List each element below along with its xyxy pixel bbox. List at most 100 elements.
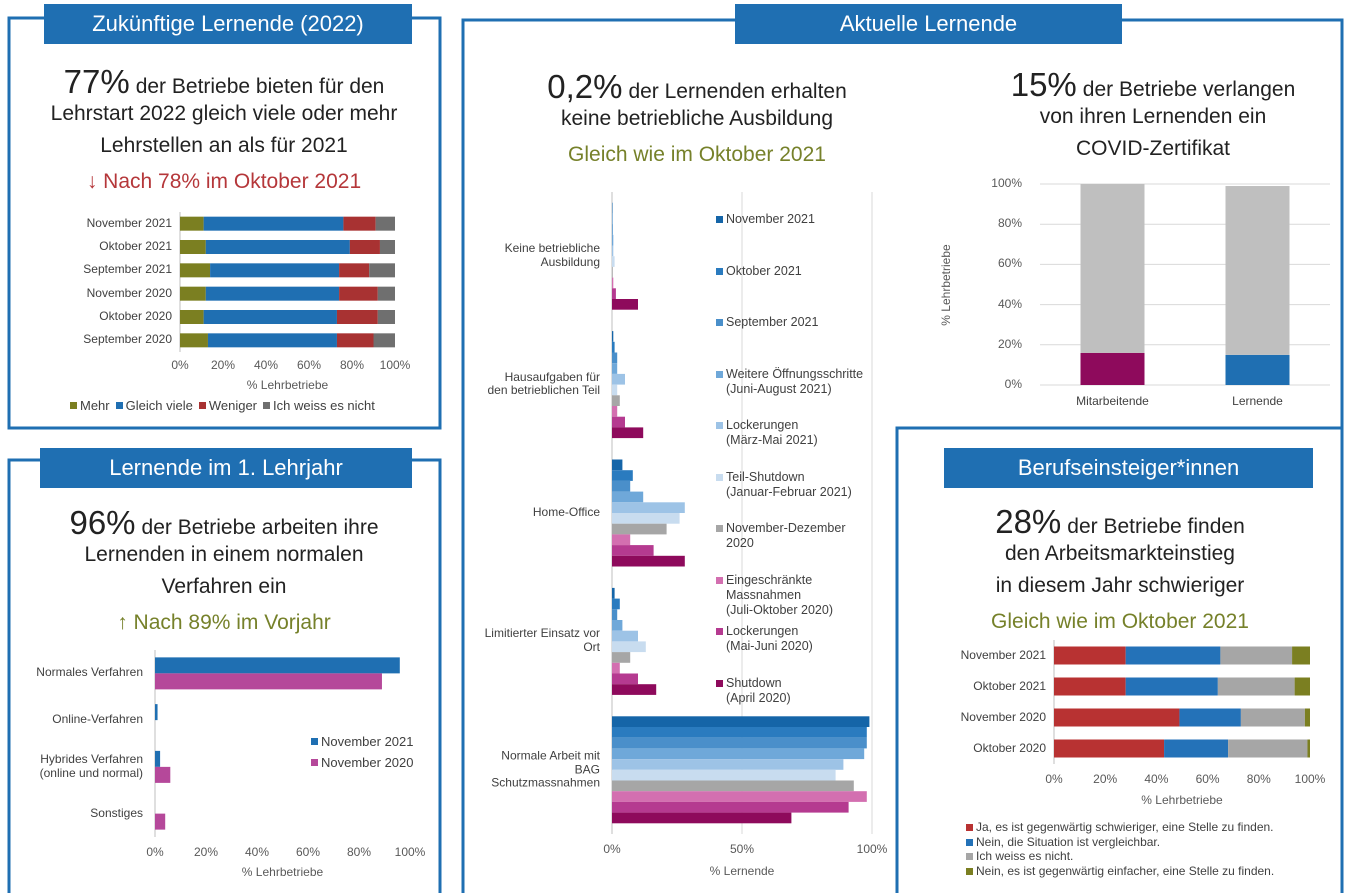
- bar-segment: [349, 240, 380, 254]
- legend-item: November 2021: [716, 212, 863, 264]
- bar: [612, 673, 638, 685]
- headline-note: Gleich wie im Oktober 2021: [568, 143, 826, 166]
- bar: [155, 766, 171, 783]
- x-tick-label: 60%: [296, 358, 322, 373]
- headline: 15% der Betriebe verlangen von ihren Lerne…: [1010, 66, 1296, 165]
- legend-item: November 2020: [311, 755, 414, 776]
- bar-segment: [1054, 646, 1126, 665]
- legend-item: Ich weiss es nicht: [263, 398, 375, 414]
- category-label: Mitarbeitende: [1076, 394, 1149, 409]
- panel-title: Berufseinsteiger*innen: [1017, 455, 1240, 480]
- headline-text: COVID-Zertifikat: [1075, 137, 1231, 160]
- headline-value: 15%: [1010, 66, 1077, 103]
- bar-segment: [180, 216, 204, 231]
- headline-line: in diesem Jahr schwieriger: [991, 570, 1249, 602]
- bar-segment: [180, 263, 211, 278]
- legend-label: Teil-Shutdown (Januar-Februar 2021): [726, 469, 852, 499]
- category-label: Online-Verfahren: [52, 712, 143, 727]
- panel-frame: [895, 426, 1342, 893]
- x-tick-label: 100%: [379, 358, 411, 373]
- category-label: November 2021: [86, 215, 172, 230]
- bar: [612, 470, 633, 481]
- bar: [612, 213, 613, 225]
- bar-segment: [203, 310, 337, 324]
- x-tick-label: 20%: [210, 358, 236, 373]
- headline-text: der Lernenden erhalten: [628, 80, 847, 103]
- x-tick-label: 40%: [253, 358, 279, 373]
- y-tick-label: 0%: [1004, 377, 1022, 392]
- category-label: Normale Arbeit mit BAG Schutzmassnahmen: [491, 748, 600, 790]
- bar: [612, 652, 631, 663]
- bar: [612, 716, 870, 727]
- headline-text: Lehrstellen an als für 2021: [100, 134, 348, 157]
- headline-note: ↑ Nach 89% im Vorjahr: [117, 611, 331, 634]
- legend-label: Weniger: [208, 398, 258, 413]
- x-tick-label: 40%: [244, 845, 270, 860]
- category-label: Oktober 2020: [99, 309, 172, 324]
- bar-segment: [1304, 708, 1310, 727]
- panel-tab: [40, 448, 412, 488]
- bar: [612, 609, 618, 620]
- bar: [612, 234, 614, 246]
- y-tick-label: 20%: [997, 336, 1022, 351]
- bar: [612, 513, 680, 524]
- category-label: Hybrides Verfahren (online und normal): [39, 752, 143, 780]
- bar-segment: [369, 263, 395, 278]
- panel-title: Lernende im 1. Lehrjahr: [109, 455, 343, 480]
- headline-line: von ihren Lernenden ein: [1011, 101, 1296, 133]
- bar-segment: [373, 333, 395, 348]
- headline-line: den Arbeitsmarkteinstieg: [991, 538, 1249, 570]
- bar-segment: [1217, 677, 1295, 696]
- legend-item: Ich weiss es nicht.: [966, 849, 1274, 864]
- bar-segment: [1307, 739, 1310, 758]
- bar-segment: [375, 216, 395, 231]
- legend-item: November 2021: [311, 734, 414, 755]
- bar: [612, 620, 623, 631]
- legend-swatch: [716, 679, 723, 687]
- category-label: November 2020: [960, 709, 1046, 724]
- headline-text: Lernenden in einem normalen: [84, 543, 364, 566]
- category-label: Oktober 2021: [973, 678, 1046, 693]
- bar-segment: [1179, 708, 1241, 727]
- bar-segment: [1220, 646, 1293, 665]
- y-axis-label: % Lehrbetriebe: [939, 243, 954, 326]
- y-tick-label: 60%: [997, 256, 1022, 271]
- bar: [612, 534, 631, 546]
- legend-item: Lockerungen (März-Mai 2021): [716, 418, 863, 470]
- legend-swatch: [311, 759, 318, 766]
- bar: [612, 545, 654, 556]
- legend: Mehr Gleich viele Weniger Ich weiss es nich…: [70, 398, 375, 414]
- legend-item: Weitere Öffnungsschritte (Juni-August 20…: [716, 367, 863, 419]
- category-label: Home-Office: [532, 505, 600, 520]
- bar-segment: [339, 263, 370, 278]
- bar-segment: [207, 333, 337, 348]
- bar: [612, 748, 865, 760]
- headline-line: 0,2% der Lernenden erhalten: [547, 70, 847, 103]
- x-axis-label: % Lehrbetriebe: [1141, 793, 1223, 808]
- bar: [612, 277, 614, 289]
- category-label: November 2021: [960, 647, 1046, 662]
- legend-swatch: [716, 319, 723, 326]
- bar: [612, 480, 631, 492]
- bar-segment: [1294, 677, 1310, 696]
- bar-segment: [1164, 739, 1229, 758]
- headline-value: 77%: [63, 63, 130, 100]
- panel-title: Zukünftige Lernende (2022): [92, 11, 364, 36]
- x-tick-label: 100%: [856, 842, 888, 857]
- y-tick-label: 40%: [997, 296, 1022, 311]
- bar-segment: [205, 286, 340, 301]
- bar-segment: [1054, 677, 1126, 696]
- bar-segment: [339, 286, 378, 301]
- legend-label: November-Dezember 2020: [726, 521, 846, 550]
- legend-label: Gleich viele: [125, 398, 193, 413]
- bar: [155, 813, 166, 830]
- legend-swatch: [198, 402, 206, 409]
- x-tick-label: 20%: [193, 845, 219, 860]
- legend-swatch: [966, 867, 973, 875]
- bar-segment: [1292, 646, 1310, 665]
- bar: [612, 266, 613, 278]
- headline-text: der Betriebe bieten für den: [135, 75, 385, 98]
- legend-label: September 2021: [726, 315, 819, 329]
- bar-segment: [336, 310, 378, 324]
- legend-swatch: [716, 473, 723, 481]
